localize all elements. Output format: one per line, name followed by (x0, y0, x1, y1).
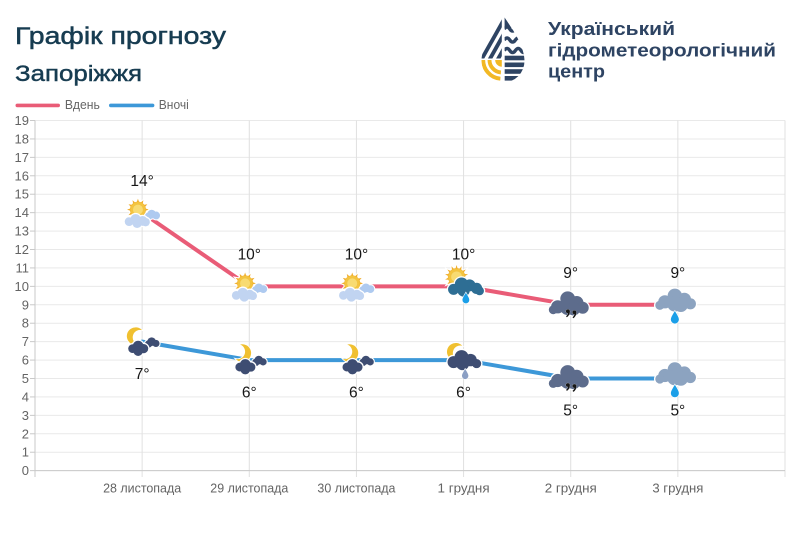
svg-text:6°: 6° (456, 384, 471, 401)
svg-text:1: 1 (22, 445, 29, 460)
svg-text:Запоріжжя: Запоріжжя (15, 61, 142, 86)
svg-text:11: 11 (16, 260, 30, 275)
svg-text:3 грудня: 3 грудня (652, 481, 703, 496)
svg-text:9°: 9° (670, 265, 685, 282)
svg-text:16: 16 (15, 168, 29, 183)
svg-text:4: 4 (22, 389, 29, 404)
svg-text:7°: 7° (135, 366, 150, 383)
svg-text:5: 5 (22, 371, 29, 386)
svg-text:10°: 10° (452, 247, 475, 264)
svg-text:центр: центр (548, 62, 605, 82)
svg-text:13: 13 (15, 224, 29, 239)
svg-text:10°: 10° (345, 247, 368, 264)
svg-text:Графік прогнозу: Графік прогнозу (15, 23, 227, 50)
svg-text:30 листопада: 30 листопада (317, 481, 396, 496)
svg-text:28 листопада: 28 листопада (103, 481, 182, 496)
svg-text:19: 19 (15, 113, 29, 128)
svg-text:15: 15 (15, 187, 29, 202)
svg-text:5°: 5° (670, 403, 685, 420)
svg-text:6: 6 (22, 353, 29, 368)
svg-text:10: 10 (15, 279, 29, 294)
svg-text:12: 12 (15, 242, 29, 257)
svg-text:9: 9 (22, 297, 29, 312)
svg-text:6°: 6° (349, 384, 364, 401)
svg-text:0: 0 (22, 463, 29, 478)
svg-text:2 грудня: 2 грудня (545, 481, 597, 496)
svg-text:9°: 9° (563, 265, 578, 282)
svg-text:3: 3 (22, 408, 29, 423)
svg-text:14: 14 (15, 205, 29, 220)
svg-text:7: 7 (22, 334, 29, 349)
svg-text:17: 17 (15, 150, 29, 165)
svg-text:1 грудня: 1 грудня (438, 481, 490, 496)
svg-text:18: 18 (15, 131, 29, 146)
svg-text:5°: 5° (563, 403, 578, 420)
svg-text:Вночі: Вночі (159, 97, 189, 112)
svg-text:14°: 14° (130, 173, 153, 190)
svg-text:2: 2 (22, 426, 29, 441)
svg-text:гідрометеорологічний: гідрометеорологічний (548, 40, 776, 60)
svg-text:29 листопада: 29 листопада (210, 481, 289, 496)
svg-text:6°: 6° (242, 384, 257, 401)
svg-text:10°: 10° (238, 247, 261, 264)
svg-text:Вдень: Вдень (65, 97, 100, 112)
svg-text:Український: Український (548, 19, 675, 39)
svg-text:8: 8 (22, 316, 29, 331)
